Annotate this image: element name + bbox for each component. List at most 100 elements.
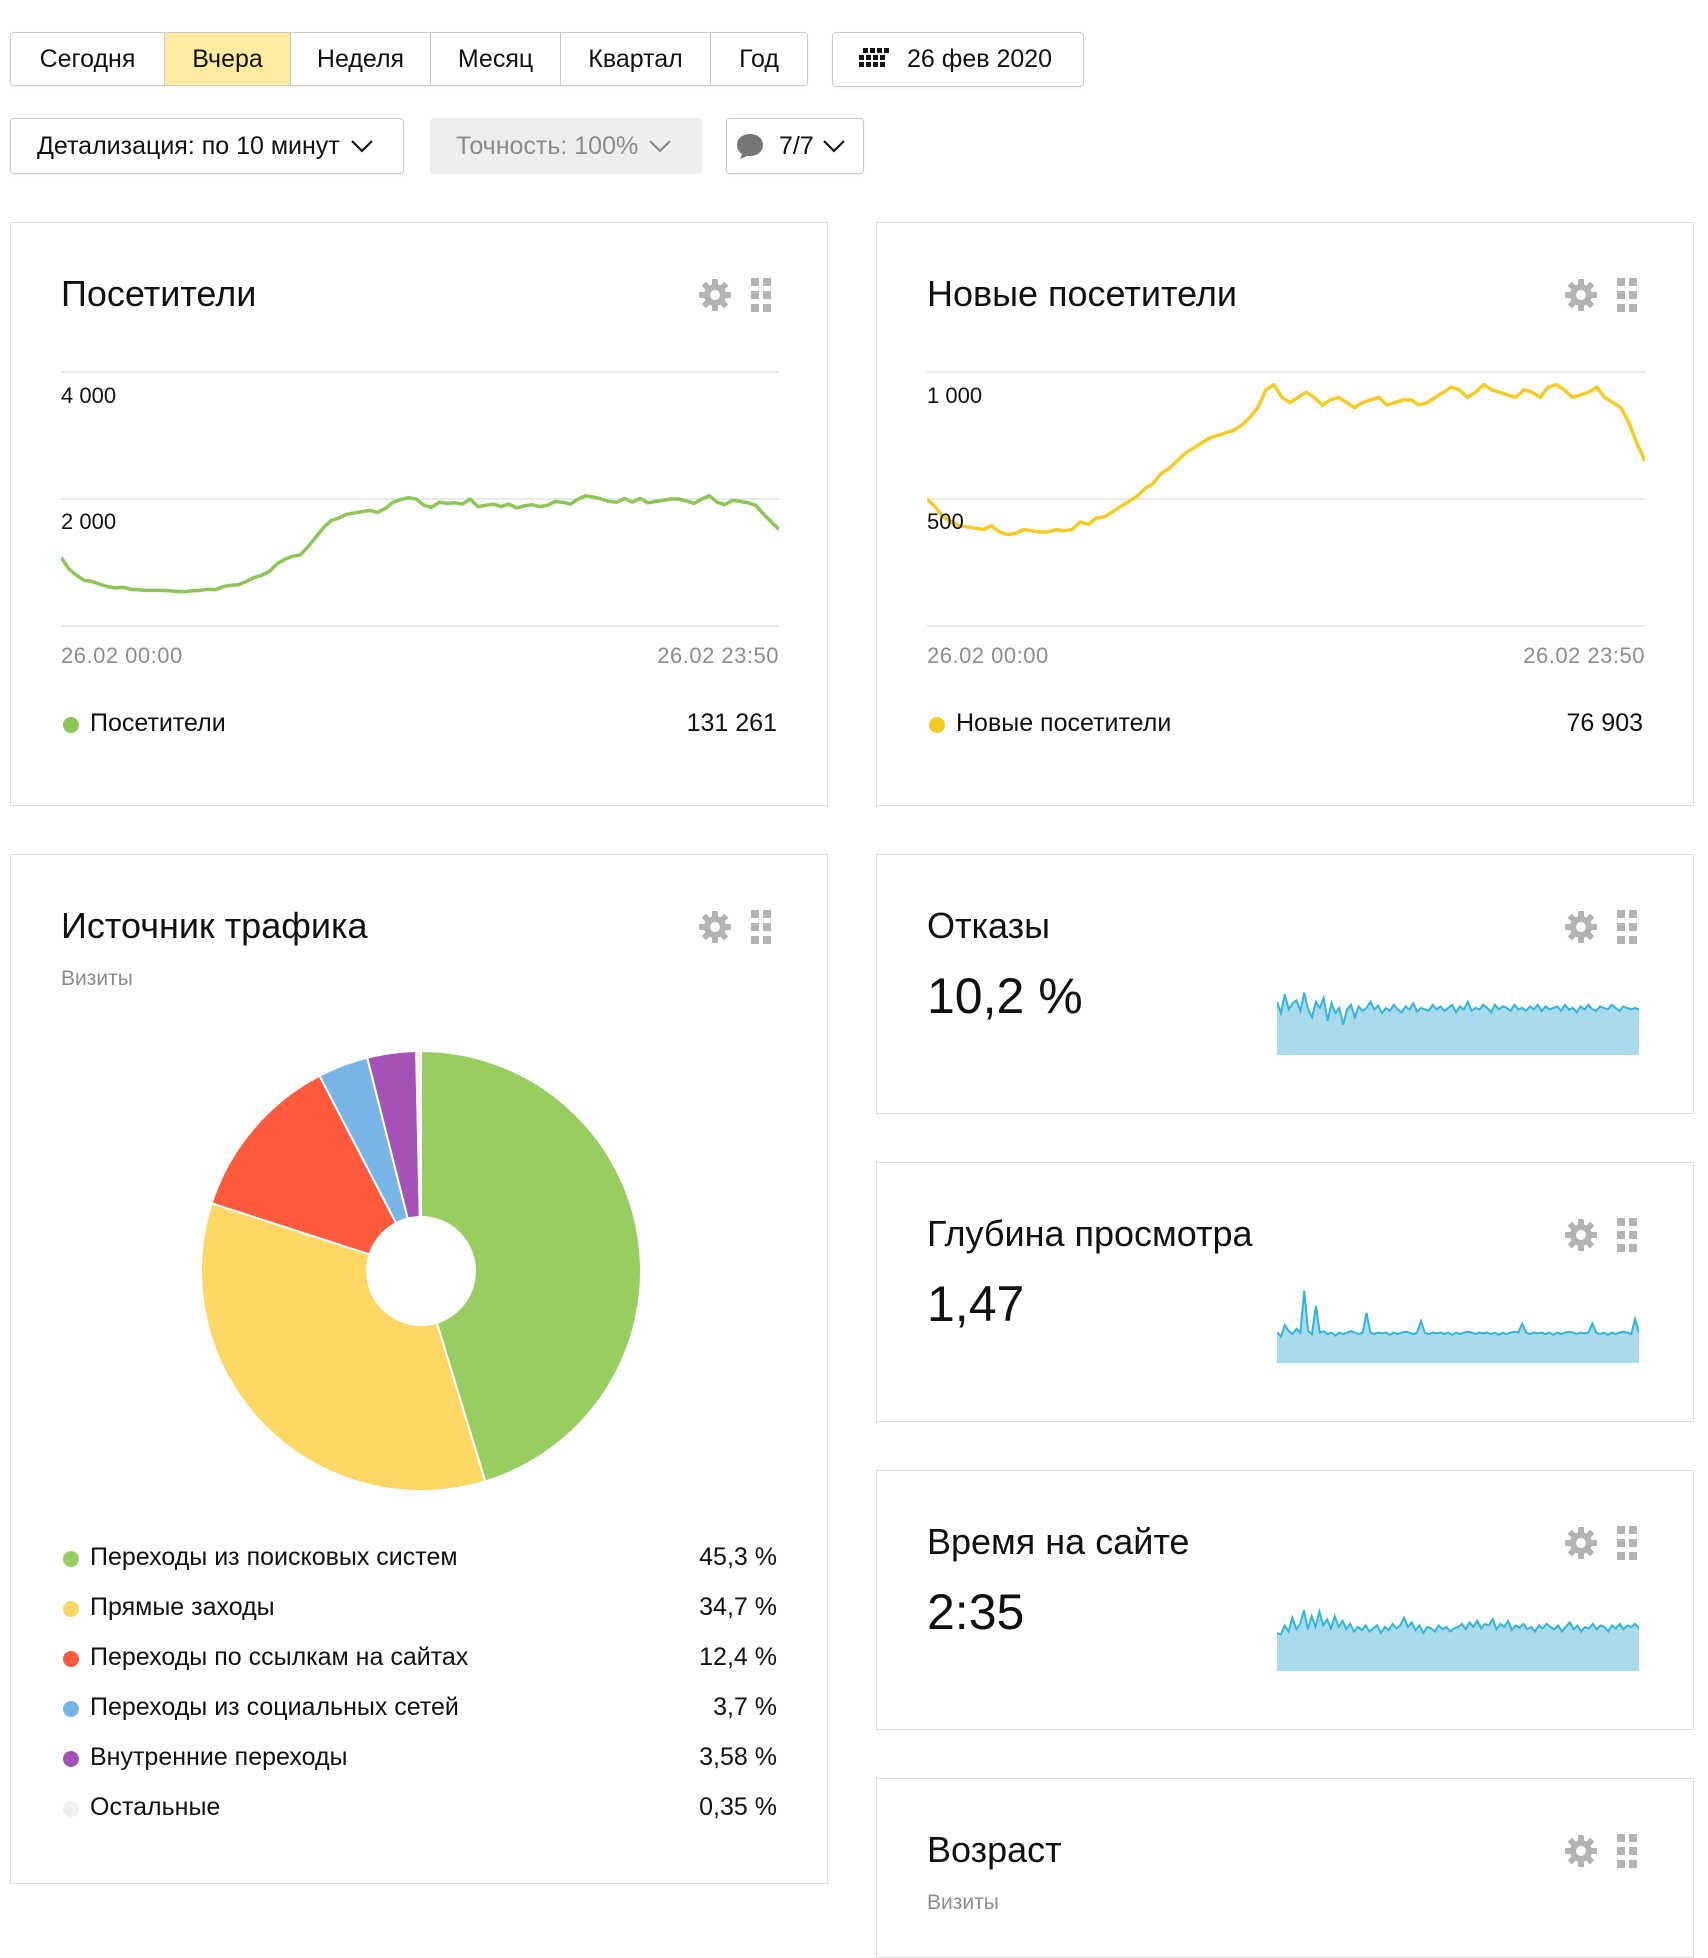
- y-tick-label: 2 000: [61, 509, 117, 534]
- legend-value: 12,4 %: [699, 1643, 777, 1671]
- new-visitors-widget: Новые посетители 1 000 500 26.02 00:00 2…: [876, 222, 1694, 806]
- page-depth-widget: Глубина просмотра 1,47: [876, 1162, 1694, 1422]
- new-visitors-series-line: [927, 382, 1645, 537]
- segments-dropdown[interactable]: 7/7: [726, 118, 864, 174]
- metric-value: 10,2 %: [927, 968, 1083, 1024]
- drag-handle-icon[interactable]: [1617, 1218, 1639, 1252]
- legend-label: Переходы по ссылкам на сайтах: [90, 1643, 469, 1671]
- legend-label: Переходы из социальных сетей: [90, 1693, 459, 1721]
- legend-label: Переходы из поисковых систем: [90, 1543, 458, 1571]
- legend-marker: [929, 717, 945, 733]
- widget-title: Время на сайте: [927, 1521, 1190, 1562]
- donut-hole: [366, 1216, 476, 1326]
- legend-value: 131 261: [686, 709, 777, 737]
- chevron-down-icon: [649, 140, 671, 153]
- segments-label: 7/7: [779, 131, 814, 160]
- period-yesterday-button[interactable]: Вчера: [165, 33, 291, 85]
- drag-handle-icon[interactable]: [751, 278, 773, 312]
- accuracy-label: Точность: 100%: [456, 131, 639, 160]
- legend-value: 76 903: [1566, 709, 1643, 737]
- chevron-down-icon: [822, 140, 845, 153]
- traffic-donut-chart: [201, 1051, 641, 1491]
- metric-value: 2:35: [927, 1584, 1025, 1640]
- gear-icon[interactable]: [1563, 1525, 1599, 1561]
- widget-title: Отказы: [927, 905, 1051, 946]
- drag-handle-icon[interactable]: [1617, 1526, 1639, 1560]
- x-tick-start: 26.02 00:00: [927, 643, 1049, 668]
- legend-label: Посетители: [90, 709, 226, 737]
- drag-handle-icon[interactable]: [1617, 278, 1639, 312]
- pie-slice: [210, 1074, 424, 1273]
- date-picker-button[interactable]: 26 фев 2020: [832, 32, 1084, 87]
- age-widget: Возраст Визиты: [876, 1778, 1694, 1958]
- detail-dropdown[interactable]: Детализация: по 10 минут: [10, 118, 404, 174]
- gear-icon[interactable]: [1563, 277, 1599, 313]
- gear-icon[interactable]: [1563, 909, 1599, 945]
- widget-title: Возраст: [927, 1829, 1062, 1870]
- gear-icon[interactable]: [697, 909, 733, 945]
- widget-title: Посетители: [61, 273, 257, 314]
- y-tick-label: 500: [927, 509, 964, 534]
- period-week-button[interactable]: Неделя: [291, 33, 431, 85]
- legend-value: 0,35 %: [699, 1793, 777, 1821]
- drag-handle-icon[interactable]: [1617, 910, 1639, 944]
- widget-subtitle: Визиты: [61, 967, 133, 990]
- legend-value: 45,3 %: [699, 1543, 777, 1571]
- date-label: 26 фев 2020: [907, 45, 1053, 73]
- legend-value: 34,7 %: [699, 1593, 777, 1621]
- detail-label: Детализация: по 10 минут: [37, 131, 340, 160]
- time-sparkline: [1277, 1607, 1639, 1671]
- sparkline-area: [1277, 992, 1639, 1055]
- pie-slice: [420, 1051, 641, 1483]
- visitors-line-chart: [61, 371, 779, 627]
- legend-marker: [63, 1601, 79, 1617]
- x-tick-end: 26.02 23:50: [1523, 643, 1645, 668]
- gear-icon[interactable]: [1563, 1217, 1599, 1253]
- widget-title: Источник трафика: [61, 905, 368, 946]
- visitors-series-line: [61, 494, 779, 594]
- bounce-sparkline: [1277, 992, 1639, 1055]
- legend-marker: [63, 1701, 79, 1717]
- gear-icon[interactable]: [1563, 1833, 1599, 1869]
- legend-value: 3,58 %: [699, 1743, 777, 1771]
- sparkline-line: [1277, 1607, 1639, 1636]
- widget-title: Глубина просмотра: [927, 1213, 1253, 1254]
- chevron-down-icon: [350, 140, 373, 153]
- legend-marker: [63, 1801, 79, 1817]
- drag-handle-icon[interactable]: [751, 910, 773, 944]
- legend-value: 3,7 %: [713, 1693, 777, 1721]
- x-tick-start: 26.02 00:00: [61, 643, 183, 668]
- drag-handle-icon[interactable]: [1617, 1834, 1639, 1868]
- period-year-button[interactable]: Год: [711, 33, 807, 85]
- time-on-site-widget: Время на сайте 2:35: [876, 1470, 1694, 1730]
- bounce-rate-widget: Отказы 10,2 %: [876, 854, 1694, 1114]
- legend-label: Новые посетители: [956, 709, 1172, 737]
- legend-marker: [63, 717, 79, 733]
- comment-icon: [737, 134, 763, 159]
- y-tick-label: 1 000: [927, 383, 983, 408]
- period-switcher: Сегодня Вчера Неделя Месяц Квартал Год: [10, 32, 808, 86]
- legend-marker: [63, 1751, 79, 1767]
- legend-label: Прямые заходы: [90, 1593, 275, 1621]
- visitors-widget: Посетители 4 000 2 000 26.02 00:00 26.02…: [10, 222, 828, 806]
- sparkline-line: [1277, 992, 1639, 1025]
- accuracy-dropdown[interactable]: Точность: 100%: [430, 118, 702, 174]
- depth-sparkline: [1277, 1290, 1639, 1363]
- pie-slice: [415, 1051, 422, 1272]
- period-month-button[interactable]: Месяц: [431, 33, 561, 85]
- gear-icon[interactable]: [697, 277, 733, 313]
- period-today-button[interactable]: Сегодня: [11, 33, 165, 85]
- legend-label: Внутренние переходы: [90, 1743, 348, 1771]
- sparkline-line: [1277, 1290, 1639, 1339]
- y-tick-label: 4 000: [61, 383, 117, 408]
- metric-value: 1,47: [927, 1276, 1025, 1332]
- widget-title: Новые посетители: [927, 273, 1238, 314]
- sparkline-area: [1277, 1290, 1639, 1363]
- legend-marker: [63, 1551, 79, 1567]
- period-quarter-button[interactable]: Квартал: [561, 33, 711, 85]
- x-tick-end: 26.02 23:50: [657, 643, 779, 668]
- traffic-source-widget: Источник трафика Визиты Переходы из поис…: [10, 854, 828, 1884]
- calendar-icon: [859, 47, 889, 67]
- sparkline-area: [1277, 1610, 1639, 1671]
- legend-marker: [63, 1651, 79, 1667]
